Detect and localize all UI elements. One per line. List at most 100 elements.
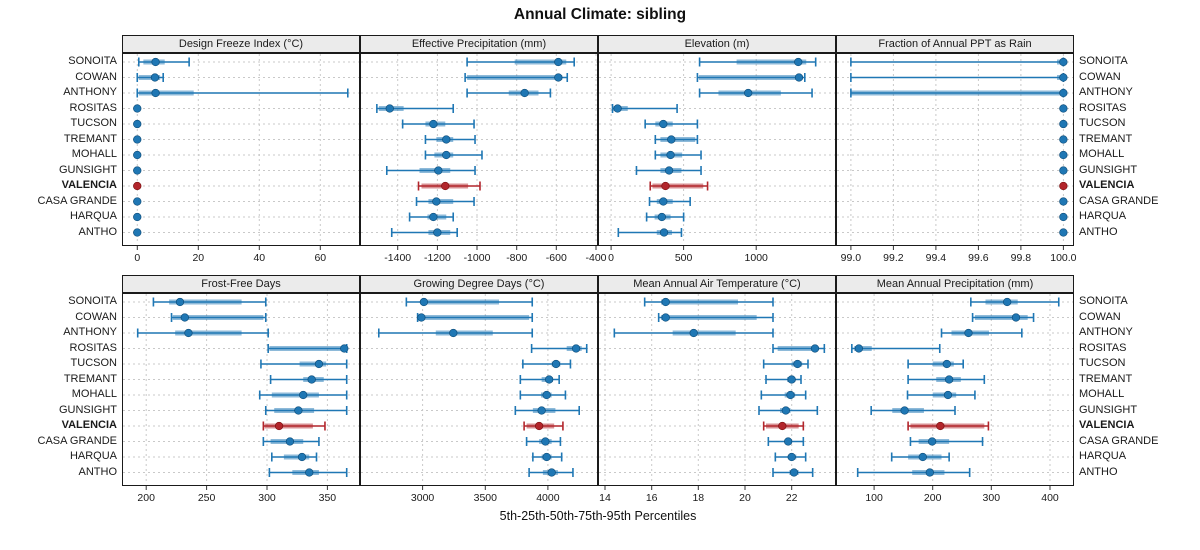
panel-fraction-of-annual-ppt-as-rain: Fraction of Annual PPT as Rain 99.0 99.2 99… (836, 35, 1077, 267)
site-label: ANTHO (1079, 465, 1118, 478)
site-label: ANTHONY (1079, 326, 1133, 338)
panel-effective-precipitation-mm: Effective Precipitation (mm) -1400 -1200 -1… (360, 35, 607, 267)
site-label: GUNSIGHT (58, 163, 117, 176)
site-label: COWAN (75, 310, 117, 323)
site-label: ANTHONY (63, 86, 117, 98)
svg-text:99.6: 99.6 (968, 252, 989, 264)
svg-text:100.0: 100.0 (1050, 252, 1076, 264)
panel-strip-title: Frost-Free Days (122, 275, 360, 293)
svg-text:60: 60 (314, 252, 326, 264)
svg-text:-600: -600 (546, 252, 567, 264)
site-label: TUCSON (70, 117, 117, 129)
svg-text:100: 100 (865, 492, 883, 504)
chart-title: Annual Climate: sibling (513, 6, 687, 23)
site-label: SONOITA (1079, 55, 1128, 67)
svg-text:-1200: -1200 (424, 252, 451, 264)
panel-strip-title: Elevation (m) (598, 35, 836, 53)
trellis-row-bottom: SONOITA COWAN ANTHONY ROSITAS TUCSON TREMANT M… (0, 275, 1199, 507)
site-label: TUCSON (70, 357, 117, 369)
svg-text:22: 22 (786, 492, 798, 504)
svg-text:20: 20 (192, 252, 204, 264)
svg-text:4000: 4000 (536, 492, 560, 504)
site-label: CASA GRANDE (37, 434, 117, 447)
panel-frost-free-days: Frost-Free Days 200 250 300 350 (122, 275, 360, 507)
svg-text:200: 200 (924, 492, 942, 504)
site-label: HARQUA (69, 450, 117, 462)
svg-text:350: 350 (319, 492, 337, 504)
trellis-row-top: SONOITA COWAN ANTHONY ROSITAS TUCSON TREMANT M… (0, 35, 1199, 267)
svg-text:3500: 3500 (474, 492, 498, 504)
svg-text:200: 200 (137, 492, 155, 504)
panel-mean-annual-precipitation-mm: Mean Annual Precipitation (mm) 100 200 300 4… (836, 275, 1074, 507)
site-label: TREMANT (1079, 132, 1133, 145)
site-label: HARQUA (1079, 450, 1127, 462)
panel-plot: 99.0 99.2 99.4 99.6 99.8 100.0 (836, 53, 1077, 264)
panel-growing-degree-days-c: Growing Degree Days (°C) 3000 3500 4000 (360, 275, 598, 507)
site-label: VALENCIA (61, 179, 117, 191)
site-label: MOHALL (71, 148, 117, 160)
panel-plot: 200 250 300 350 (122, 293, 360, 504)
panel-strip-title: Fraction of Annual PPT as Rain (836, 35, 1074, 53)
panel-plot: 0 20 40 60 (122, 53, 360, 264)
svg-text:99.0: 99.0 (841, 252, 862, 264)
svg-text:99.2: 99.2 (883, 252, 904, 264)
axis-caption: 5th-25th-50th-75th-95th Percentiles (499, 509, 697, 523)
site-label: ANTHONY (1079, 86, 1133, 98)
site-label: TREMANT (1079, 372, 1133, 385)
site-labels-left: SONOITA COWAN ANTHONY ROSITAS TUCSON TREMANT M… (0, 275, 122, 507)
site-label: ROSITAS (1079, 341, 1127, 354)
svg-text:16: 16 (646, 492, 658, 504)
site-label: CASA GRANDE (1079, 194, 1159, 207)
site-label: ROSITAS (69, 101, 117, 114)
site-label: VALENCIA (1079, 419, 1135, 431)
site-labels-left: SONOITA COWAN ANTHONY ROSITAS TUCSON TREMANT M… (0, 35, 122, 267)
panel-plot: 3000 3500 4000 (360, 293, 598, 504)
site-labels-right: SONOITA COWAN ANTHONY ROSITAS TUCSON TREMANT M… (1074, 275, 1199, 507)
panel-strip-title: Effective Precipitation (mm) (360, 35, 598, 53)
site-label: GUNSIGHT (1079, 403, 1138, 416)
panel-plot: 0 500 1000 (598, 53, 836, 264)
site-labels-right: SONOITA COWAN ANTHONY ROSITAS TUCSON TREMANT M… (1074, 35, 1199, 267)
svg-text:500: 500 (675, 252, 693, 264)
svg-text:300: 300 (258, 492, 276, 504)
svg-text:3000: 3000 (411, 492, 435, 504)
svg-text:300: 300 (983, 492, 1001, 504)
site-label: COWAN (1079, 310, 1121, 323)
panel-strip-title: Design Freeze Index (°C) (122, 35, 360, 53)
panel-mean-annual-air-temperature-c: Mean Annual Air Temperature (°C) 14 16 18 20… (598, 275, 836, 507)
svg-text:40: 40 (253, 252, 265, 264)
panel-plot: 14 16 18 20 22 (598, 293, 836, 504)
site-label: TUCSON (1079, 117, 1126, 129)
site-label: ANTHO (78, 225, 118, 238)
site-label: ANTHONY (63, 326, 117, 338)
panel-plot: -1400 -1200 -1000 -800 -600 -400 (360, 53, 607, 264)
svg-text:14: 14 (599, 492, 611, 504)
site-label: MOHALL (1079, 388, 1125, 400)
site-label: SONOITA (68, 295, 117, 307)
panel-strip-title: Growing Degree Days (°C) (360, 275, 598, 293)
site-label: GUNSIGHT (58, 403, 117, 416)
site-label: VALENCIA (61, 419, 117, 431)
panel-design-freeze-index-c: Design Freeze Index (°C) 0 20 40 60 (122, 35, 360, 267)
site-label: COWAN (75, 70, 117, 83)
site-label: SONOITA (68, 55, 117, 67)
svg-text:400: 400 (1041, 492, 1059, 504)
site-label: HARQUA (69, 210, 117, 222)
site-label: CASA GRANDE (1079, 434, 1159, 447)
site-label: MOHALL (71, 388, 117, 400)
panel-elevation-m: Elevation (m) 0 500 1000 (598, 35, 836, 267)
site-label: COWAN (1079, 70, 1121, 83)
site-label: SONOITA (1079, 295, 1128, 307)
panel-strip-title: Mean Annual Air Temperature (°C) (598, 275, 836, 293)
svg-text:0: 0 (134, 252, 140, 264)
site-label: TREMANT (63, 132, 117, 145)
site-label: GUNSIGHT (1079, 163, 1138, 176)
panel-strip-title: Mean Annual Precipitation (mm) (836, 275, 1074, 293)
site-label: ROSITAS (69, 341, 117, 354)
svg-text:-1000: -1000 (464, 252, 491, 264)
svg-text:99.4: 99.4 (926, 252, 947, 264)
svg-text:20: 20 (739, 492, 751, 504)
site-label: TREMANT (63, 372, 117, 385)
panel-plot: 100 200 300 400 (836, 293, 1074, 504)
